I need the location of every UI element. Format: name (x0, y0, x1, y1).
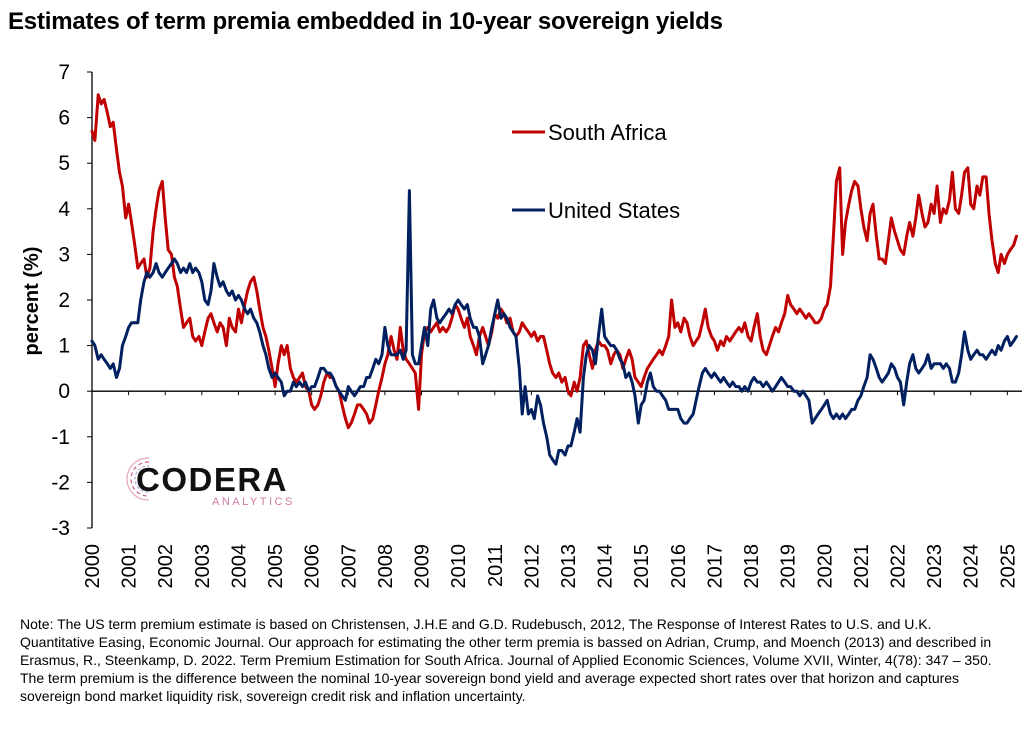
x-tick-label: 2006 (302, 544, 324, 589)
y-tick-label: 7 (58, 61, 70, 84)
y-tick-label: 6 (58, 107, 70, 130)
x-tick-label: 2010 (448, 544, 470, 589)
series-line-united-states (90, 189, 1018, 466)
footnote: Note: The US term premium estimate is ba… (20, 616, 992, 704)
y-tick-label: 5 (58, 152, 70, 175)
legend-label: South Africa (548, 120, 667, 145)
x-tick-label: 2019 (778, 544, 800, 589)
logo-name: CODERA (136, 461, 288, 498)
chart-axes (87, 71, 1022, 529)
y-tick-label: 0 (58, 380, 70, 403)
series-lines (90, 93, 1018, 466)
y-tick-label: -2 (51, 471, 70, 494)
x-tick-label: 2024 (961, 544, 983, 589)
x-tick-label: 2009 (412, 544, 434, 589)
x-tick-label: 2005 (265, 544, 287, 589)
x-tick-label: 2008 (375, 544, 397, 589)
x-tick-label: 2021 (851, 544, 873, 589)
logo-mark-icon (126, 455, 173, 503)
x-tick-label: 2007 (338, 544, 360, 589)
x-tick-label: 2015 (631, 544, 653, 589)
y-axis-label: percent (%) (21, 247, 43, 356)
x-tick-label: 2014 (595, 544, 617, 589)
chart-title: Estimates of term premia embedded in 10-… (8, 8, 723, 35)
x-tick-label: 2001 (119, 544, 141, 589)
y-tick-label: 3 (58, 243, 70, 266)
x-tick-label: 2000 (82, 544, 104, 589)
y-tick-label: -1 (51, 426, 70, 449)
x-tick-label: 2016 (668, 544, 690, 589)
legend: South Africa United States (512, 120, 680, 223)
y-tick-labels: 7 6 5 4 3 2 1 0 -1 -2 -3 (51, 61, 70, 540)
x-tick-label: 2023 (924, 544, 946, 589)
x-tick-label: 2011 (485, 544, 507, 587)
x-tick-labels: 2000 2001 2002 2003 2004 2005 2006 2007 2008 2009… (82, 544, 1019, 589)
x-tick-label: 2012 (521, 544, 543, 589)
y-tick-label: 1 (58, 335, 70, 358)
y-tick-label: 2 (58, 289, 70, 312)
x-tick-label: 2022 (888, 544, 910, 589)
y-tick-label: 4 (58, 198, 70, 221)
series-line-south-africa (90, 93, 1018, 430)
legend-label: United States (548, 198, 680, 223)
codera-logo: CODERA ANALYTICS (126, 455, 295, 508)
logo-subtitle: ANALYTICS (212, 496, 295, 508)
x-tick-label: 2013 (558, 544, 580, 589)
x-tick-label: 2004 (228, 544, 250, 589)
x-tick-label: 2018 (741, 544, 763, 589)
x-tick-label: 2017 (704, 544, 726, 589)
x-tick-label: 2020 (814, 544, 836, 589)
x-tick-label: 2003 (192, 544, 214, 589)
y-tick-label: -3 (51, 517, 70, 540)
x-tick-label: 2025 (997, 544, 1019, 589)
x-tick-label: 2002 (155, 544, 177, 589)
